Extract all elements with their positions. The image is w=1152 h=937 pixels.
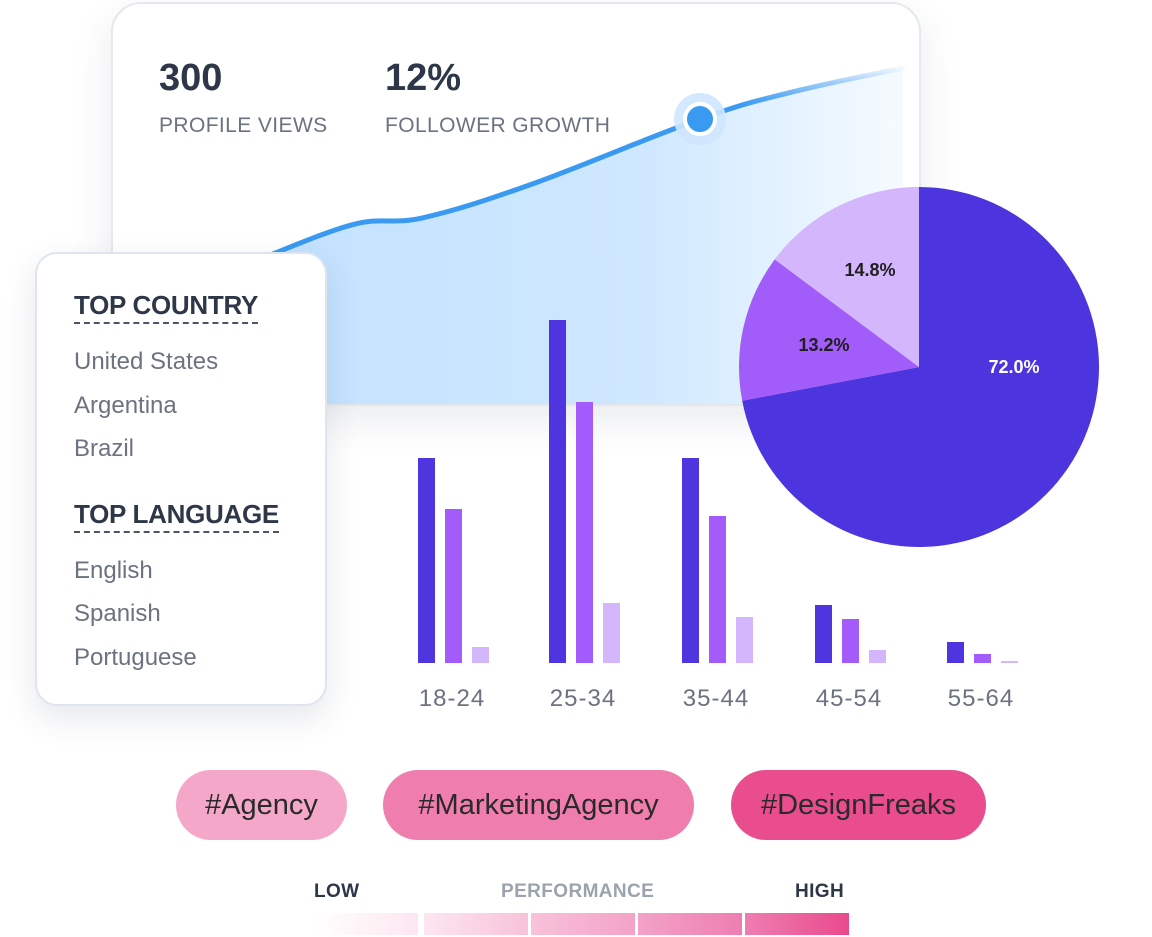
bar-18-24-series-3 [472,647,489,663]
top-country-title: TOP COUNTRY [74,290,258,324]
bar-category-label: 45-54 [816,685,882,712]
bar-35-44-series-2 [709,516,726,663]
bar-25-34-series-2 [576,402,593,663]
bar-18-24-series-1 [418,458,435,663]
growth-area [253,68,903,404]
pie-slice-3 [774,187,919,367]
bar-45-54-series-1 [815,605,832,663]
performance-low-label: LOW [314,881,360,902]
bar-category-label: 25-34 [550,685,616,712]
bar-45-54-series-3 [869,650,886,663]
profile-views-label: PROFILE VIEWS [159,114,328,137]
performance-segment [424,913,528,935]
bar-category-label: 55-64 [948,685,1014,712]
language-item: English [74,557,153,584]
bar-45-54-series-2 [842,619,859,663]
bar-35-44-series-3 [736,617,753,663]
country-item: Argentina [74,392,177,419]
bar-category-label: 35-44 [683,685,749,712]
follower-growth-chart [250,65,906,404]
profile-views-stat: 300 PROFILE VIEWS [159,56,328,138]
growth-line [250,65,906,265]
hashtag-agency[interactable]: #Agency [176,770,347,840]
pie-slice-label: 13.2% [798,335,849,355]
language-item: Spanish [74,600,161,627]
follower-growth-value: 12% [385,57,462,99]
growth-marker[interactable] [683,102,717,137]
country-item: Brazil [74,435,135,462]
performance-segment [745,913,849,935]
bar-category-label: 18-24 [419,685,485,712]
top-lists-card: TOP COUNTRY United States Argentina Braz… [35,252,327,706]
pie-slice-label: 72.0% [988,357,1039,377]
bar-55-64-series-1 [947,642,964,663]
pie-slice-label: 14.8% [844,260,895,280]
bar-25-34-series-3 [603,603,620,663]
top-language-title: TOP LANGUAGE [74,499,279,533]
bar-55-64-series-2 [974,654,991,663]
profile-views-value: 300 [159,57,223,99]
bar-18-24-series-2 [445,509,462,663]
performance-segment [531,913,635,935]
follower-growth-stat: 12% FOLLOWER GROWTH [385,56,610,138]
pie-slice-2 [739,259,919,401]
bar-35-44-series-1 [682,458,699,663]
follower-growth-label: FOLLOWER GROWTH [385,114,611,137]
bar-55-64-series-3 [1001,661,1018,663]
performance-segment [314,913,418,935]
country-item: United States [74,348,219,375]
pie-slice-1 [742,187,1099,547]
performance-segment [638,913,742,935]
performance-high-label: HIGH [795,881,845,902]
hashtag-marketing-agency[interactable]: #MarketingAgency [383,770,694,840]
hashtag-design-freaks[interactable]: #DesignFreaks [731,770,986,840]
pie-chart: 72.0% 13.2% 14.8% [739,187,1099,547]
language-item: Portuguese [74,644,197,671]
performance-title: PERFORMANCE [501,881,655,902]
bar-25-34-series-1 [549,320,566,663]
